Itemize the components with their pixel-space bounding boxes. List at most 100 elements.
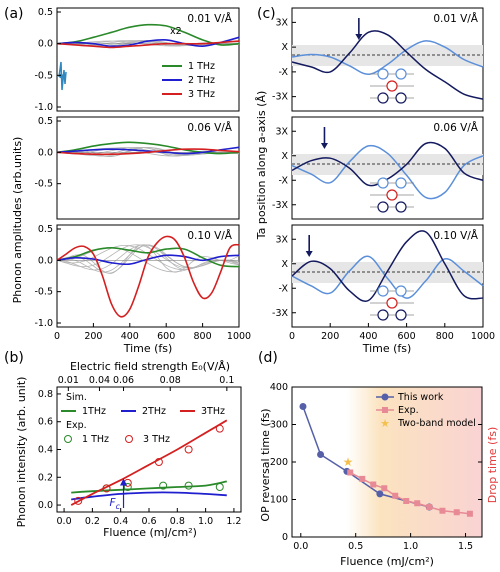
y-tick-label: 0.5 [38, 224, 53, 235]
x-tick-label: 1.5 [458, 541, 473, 552]
panel-d-legend: This work Exp. ★ Two-band model [376, 392, 476, 430]
panel-c-xlabel: Time (fs) [362, 342, 412, 355]
x-tick-label: 0 [289, 331, 295, 342]
series-2thz [56, 36, 240, 48]
x-tick-label: 1000 [227, 331, 251, 342]
top-tick-label: 0.1 [219, 375, 234, 386]
x-tick-label: 600 [157, 331, 175, 342]
ta-position-light [291, 144, 484, 200]
crystal-sketch-2 [370, 177, 414, 213]
sim-series-2thz [71, 491, 227, 501]
sim-series-1thz [71, 480, 227, 494]
y-tick-label: -0.5 [34, 179, 53, 190]
y-tick-label: 0.0 [38, 39, 53, 50]
series-3thz [56, 235, 240, 318]
reversal-arrow-head [320, 143, 328, 149]
x-tick-label: 800 [194, 331, 212, 342]
x-tick-label: 600 [398, 331, 416, 342]
gray-trajectory [56, 244, 240, 271]
panel-b-ylabel: Phonon intensity (arb. unit) [15, 377, 28, 528]
exp-point [347, 469, 354, 476]
y-tick-label: 100 [270, 495, 288, 506]
x-tick-label: 200 [84, 331, 102, 342]
legend-exp-marker [382, 407, 388, 413]
y-tick-label: -1.0 [34, 102, 53, 113]
exp-point [359, 475, 366, 482]
panel-d-label: (d) [258, 350, 278, 366]
legend-2thz-label: 2 THz [188, 75, 215, 86]
y-tick-label: -X [279, 283, 289, 294]
y-tick-label: 0.8 [38, 389, 53, 400]
panel-c-subplot-1: 3X X -X -3X 0.01 V/Å [272, 7, 484, 112]
exp-3thz-label: 3 THz [143, 434, 170, 445]
y-tick-label: -1.0 [34, 318, 53, 329]
c-field-label-3: 0.10 V/Å [433, 229, 478, 242]
crystal-sketch-1 [370, 68, 414, 104]
this-work-point [299, 403, 307, 410]
exp-point [453, 509, 460, 516]
ta-position-light [291, 255, 484, 299]
panel-a-legend: 1 THz 2 THz 3 THz [162, 61, 215, 100]
y-tick-label: 0.0 [38, 255, 53, 266]
x-tick-label: 0.0 [293, 541, 308, 552]
panel-c-subplot-2: 3X X -X -3X 0.06 V/Å [272, 116, 484, 220]
panel-b-legend: Sim. 1THz 2THz 3THz Exp. 1 THz 3 THz [61, 392, 225, 445]
x-tick-label: 0.6 [141, 516, 156, 527]
blue-spike [58, 61, 67, 91]
exp-title: Exp. [66, 420, 87, 431]
scale-note: x2 [170, 26, 182, 37]
ta-position-dark [291, 230, 484, 302]
series-1thz [56, 141, 240, 155]
panel-d-xlabel: Fluence (mJ/cm²) [340, 555, 434, 568]
field-label-1: 0.01 V/Å [187, 12, 232, 25]
x-tick-label: 400 [121, 331, 139, 342]
crystal-sketch-3 [370, 285, 414, 321]
x-tick-label: 800 [436, 331, 454, 342]
y-tick-label: X [281, 259, 288, 270]
panel-b-top-axis-label: Electric field strength E₀(V/Å) [70, 360, 230, 373]
panel-c-ylabel: Ta position along a-axis (Å) [255, 91, 268, 241]
svg-text:Fc: Fc [110, 497, 121, 511]
panel-d-ylabel-right: Drop time (fs) [486, 427, 499, 504]
exp-point [184, 481, 193, 490]
y-tick-label: -3X [272, 308, 288, 319]
x-tick-label: 0 [54, 331, 60, 342]
panel-b-xlabel: Fluence (mJ/cm²) [103, 526, 197, 539]
y-tick-label: 3X [275, 234, 288, 245]
exp-point [159, 481, 168, 490]
panel-a-xlabel: Time (fs) [123, 342, 173, 355]
top-tick-label: 0.08 [160, 375, 181, 386]
y-tick-label: 0.6 [38, 417, 53, 428]
exp-point [184, 445, 193, 454]
c-field-label-2: 0.06 V/Å [433, 121, 478, 134]
ta-position-light [291, 40, 484, 76]
series-3thz [56, 40, 240, 49]
x-tick-label: 0.4 [113, 516, 128, 527]
x-tick-label: 0.2 [85, 516, 100, 527]
x-tick-label: 0.0 [57, 516, 72, 527]
panel-a-ylabel: Phonon amplitudes (arb.units) [11, 137, 24, 304]
exp-point [102, 484, 111, 493]
sim-1thz-label: 1THz [82, 406, 106, 417]
exp-3thz-swatch [125, 435, 133, 443]
top-tick-label: 0.06 [113, 375, 134, 386]
series-2thz [56, 146, 240, 155]
exp-point [426, 504, 433, 510]
sim-series-3thz [70, 419, 228, 506]
x-tick-label: 1000 [471, 331, 495, 342]
exp-point [403, 498, 410, 504]
reversal-arrow-head [305, 251, 313, 257]
exp-point [123, 478, 132, 487]
exp-point [392, 492, 399, 499]
ta-position-dark [291, 141, 484, 187]
y-tick-label: X [281, 42, 288, 53]
reversal-arrow-head [355, 34, 363, 40]
y-tick-label: -0.5 [34, 287, 53, 298]
y-tick-label: -X [279, 67, 289, 78]
x-tick-label: 1.0 [198, 516, 213, 527]
exp-point [74, 496, 83, 505]
panel-a-subplot-1: 0.01 V/Å x2 1 THz 2 THz 3 THz 0.5 0.0 -0.5… [34, 7, 240, 113]
y-tick-label: -X [279, 175, 289, 186]
series-3thz [56, 148, 240, 156]
